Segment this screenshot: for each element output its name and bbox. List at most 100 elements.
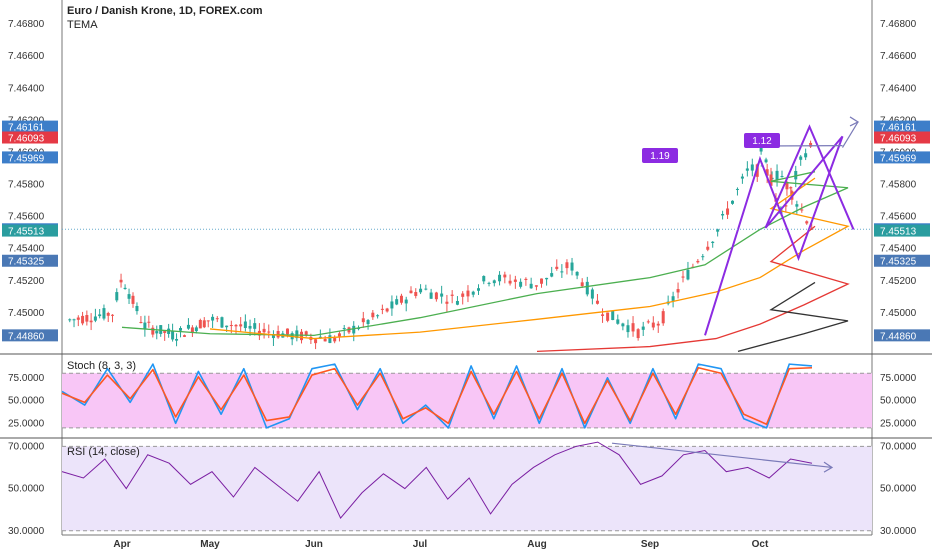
candle-body: [784, 205, 788, 207]
candle-body: [565, 262, 569, 269]
price-tick-label-left: 7.45000: [8, 308, 45, 319]
candle-body: [555, 266, 559, 269]
candle-body: [229, 325, 233, 327]
price-tag-text-right: 7.44860: [880, 331, 917, 342]
candle-body: [498, 274, 502, 282]
stoch-title: Stoch (8, 3, 3): [67, 360, 136, 372]
candle-body: [513, 279, 517, 282]
price-tag-left: [2, 120, 58, 133]
candle-body: [534, 285, 538, 287]
candle-body: [606, 312, 610, 321]
candle-body: [300, 331, 304, 341]
price-tag-left: [2, 224, 58, 237]
candle-body: [611, 310, 615, 321]
candle-body: [271, 333, 275, 339]
candle-body: [540, 278, 544, 284]
time-tick-label: May: [200, 539, 220, 550]
price-tag-text-right: 7.45513: [880, 227, 917, 238]
candle-body: [508, 280, 512, 284]
candle-body: [111, 314, 114, 316]
price-tick-label-right: 7.45000: [880, 308, 917, 319]
indicator-label: TEMA: [67, 19, 98, 31]
candle-body: [631, 323, 635, 332]
time-tick-label: Jul: [413, 539, 428, 550]
candle-body: [560, 271, 564, 273]
candle-body: [646, 321, 650, 323]
candle-body: [519, 281, 523, 287]
rsi-tick-right: 50.0000: [880, 484, 917, 495]
candle-body: [115, 292, 119, 301]
candle-body: [385, 308, 389, 312]
moving-average-mid: [209, 177, 850, 340]
rsi-tick-right: 30.0000: [880, 526, 917, 537]
candle-body: [590, 289, 594, 299]
candle-body: [477, 288, 480, 291]
price-tag-text-right: 7.46093: [880, 134, 917, 145]
candle-body: [366, 320, 370, 325]
candle-body: [190, 327, 194, 334]
candle-body: [139, 322, 143, 324]
candle-body: [253, 323, 257, 329]
candle-body: [804, 153, 808, 158]
rsi-band-fill: [62, 446, 872, 531]
candle-body: [119, 279, 123, 283]
candle-body: [769, 174, 773, 186]
candle-body: [390, 301, 394, 309]
rsi-tick-right: 70.0000: [880, 441, 917, 452]
candle-body: [155, 331, 159, 334]
candle-body: [482, 276, 486, 282]
candle-body: [147, 321, 151, 323]
candle-body: [450, 294, 454, 296]
candle-body: [409, 290, 413, 294]
candle-body: [461, 293, 465, 297]
rsi-divergence-head: [823, 461, 834, 473]
price-tick-label-left: 7.45800: [8, 180, 45, 191]
stoch-tick-left: 25.0000: [8, 418, 45, 429]
candle-body: [175, 338, 179, 341]
candle-body: [621, 323, 625, 327]
candle-body: [595, 300, 599, 304]
candle-body: [211, 316, 215, 321]
candle-body: [215, 318, 219, 320]
rsi-tick-left: 50.0000: [8, 484, 45, 495]
candle-body: [102, 308, 106, 319]
candle-body: [651, 322, 655, 328]
price-tag-text-right: 7.45969: [880, 153, 917, 164]
price-tick-label-left: 7.46800: [8, 19, 45, 30]
candle-body: [179, 327, 183, 331]
candle-body: [89, 320, 93, 323]
candle-body: [706, 246, 710, 250]
candle-body: [143, 322, 147, 329]
price-tick-label-right: 7.45800: [880, 180, 917, 191]
candle-body: [194, 327, 198, 332]
rsi-divergence-arrow: [611, 442, 833, 469]
candle-body: [123, 287, 127, 289]
candle-body: [487, 282, 491, 284]
candle-body: [809, 142, 813, 147]
candle-body: [186, 324, 190, 329]
price-tick-label-right: 7.45600: [880, 212, 917, 223]
candle-body: [371, 312, 375, 318]
candle-body: [98, 314, 102, 317]
candle-body: [239, 324, 243, 327]
moving-average-slow: [536, 225, 850, 353]
candle-body: [419, 288, 423, 293]
candle-body: [182, 335, 186, 337]
candle-body: [731, 200, 734, 204]
time-tick-label: Oct: [752, 539, 769, 550]
candle-body: [696, 260, 700, 263]
candle-body: [750, 164, 754, 171]
rsi-tick-left: 70.0000: [8, 441, 45, 452]
candle-body: [585, 281, 589, 295]
price-tick-label-left: 7.45400: [8, 244, 45, 255]
candle-body: [575, 271, 579, 276]
price-tick-label-left: 7.45200: [8, 276, 45, 287]
candle-body: [671, 296, 675, 301]
price-tag-text-left: 7.45513: [8, 227, 45, 238]
price-tag-left: [2, 329, 58, 342]
candle-body: [503, 274, 507, 278]
candle-body: [795, 204, 799, 207]
stoch-line-1: [61, 366, 813, 426]
candle-body: [234, 324, 238, 327]
